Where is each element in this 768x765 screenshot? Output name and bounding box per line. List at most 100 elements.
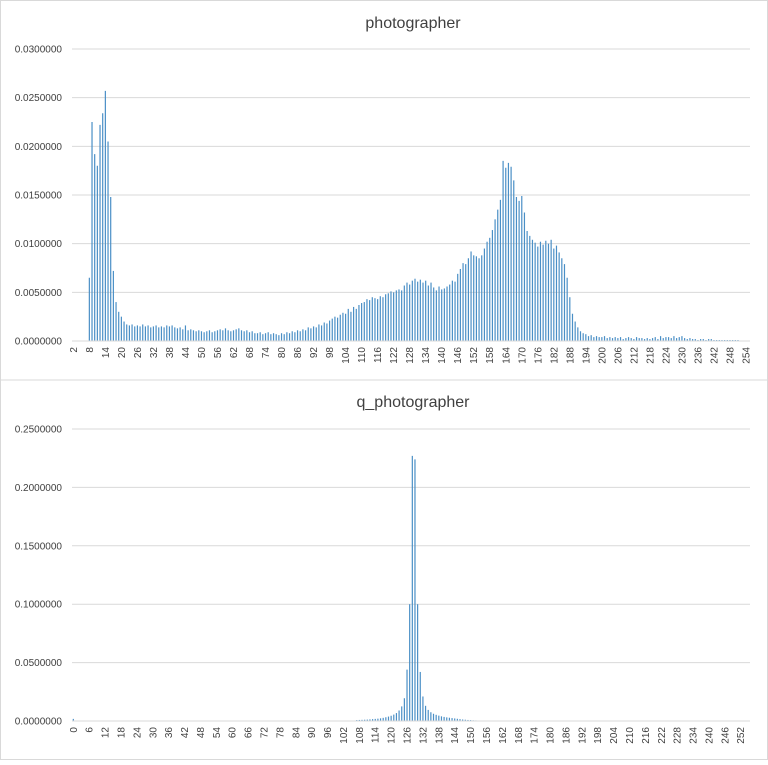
y-tick-label: 0.2500000 [15, 425, 63, 436]
x-tick-label: 96 [323, 727, 334, 739]
x-tick-label: 36 [164, 727, 175, 739]
y-tick-label: 0.0100000 [15, 239, 63, 250]
x-tick-label: 38 [165, 347, 176, 359]
x-tick-label: 14 [101, 347, 112, 359]
x-tick-label: 206 [613, 347, 624, 364]
x-tick-label: 138 [434, 727, 445, 744]
y-tick-label: 0.0000000 [15, 337, 63, 348]
x-tick-label: 252 [736, 727, 747, 744]
x-tick-label: 146 [453, 347, 464, 364]
x-tick-label: 6 [85, 727, 96, 733]
x-tick-label: 132 [418, 727, 429, 744]
x-tick-label: 104 [341, 347, 352, 364]
x-tick-label: 54 [212, 727, 223, 739]
y-tick-label: 0.0200000 [15, 142, 63, 153]
x-tick-label: 20 [117, 347, 128, 359]
x-tick-label: 84 [291, 727, 302, 739]
x-tick-label: 240 [704, 727, 715, 744]
x-tick-label: 224 [661, 347, 672, 364]
x-tick-label: 102 [339, 727, 350, 744]
x-tick-label: 48 [196, 727, 207, 739]
x-tick-label: 62 [229, 347, 240, 359]
x-tick-label: 86 [293, 347, 304, 359]
x-tick-label: 0 [69, 727, 80, 733]
x-tick-label: 156 [482, 727, 493, 744]
x-tick-label: 126 [403, 727, 414, 744]
x-tick-label: 254 [741, 347, 752, 364]
x-tick-label: 80 [277, 347, 288, 359]
y-tick-label: 0.2000000 [15, 483, 63, 494]
x-tick-label: 78 [275, 727, 286, 739]
x-tick-label: 168 [514, 727, 525, 744]
x-tick-label: 44 [181, 347, 192, 359]
x-tick-label: 50 [197, 347, 208, 359]
x-tick-label: 176 [533, 347, 544, 364]
x-tick-label: 90 [307, 727, 318, 739]
x-tick-label: 162 [498, 727, 509, 744]
x-tick-label: 174 [530, 727, 541, 744]
x-tick-label: 116 [373, 347, 384, 363]
x-tick-label: 234 [689, 727, 700, 744]
x-tick-label: 32 [149, 347, 160, 359]
x-tick-label: 194 [581, 347, 592, 364]
x-tick-label: 152 [469, 347, 480, 364]
x-tick-label: 182 [549, 347, 560, 364]
x-tick-label: 222 [657, 727, 668, 744]
x-tick-label: 200 [597, 347, 608, 364]
x-tick-label: 110 [357, 347, 368, 363]
x-tick-label: 8 [85, 347, 96, 353]
x-tick-label: 66 [244, 727, 255, 739]
x-tick-label: 60 [228, 727, 239, 739]
x-tick-label: 18 [116, 727, 127, 739]
x-tick-label: 242 [709, 347, 720, 364]
x-tick-label: 30 [148, 727, 159, 739]
x-tick-label: 140 [437, 347, 448, 364]
y-tick-label: 0.0050000 [15, 288, 63, 299]
x-tick-label: 180 [546, 727, 557, 744]
x-tick-label: 2 [69, 347, 80, 353]
x-tick-label: 150 [466, 727, 477, 744]
x-tick-label: 248 [725, 347, 736, 364]
x-tick-label: 212 [629, 347, 640, 364]
x-tick-label: 164 [501, 347, 512, 364]
y-tick-label: 0.1000000 [15, 600, 63, 611]
x-tick-label: 230 [677, 347, 688, 364]
x-tick-label: 24 [132, 727, 143, 739]
x-tick-label: 108 [355, 727, 366, 744]
x-tick-label: 188 [565, 347, 576, 364]
x-tick-label: 236 [693, 347, 704, 364]
x-tick-label: 204 [609, 727, 620, 744]
x-tick-label: 122 [389, 347, 400, 364]
x-tick-label: 56 [213, 347, 224, 359]
x-tick-label: 158 [485, 347, 496, 364]
y-tick-label: 0.0250000 [15, 93, 63, 104]
y-tick-label: 0.0300000 [15, 45, 63, 56]
x-tick-label: 72 [260, 727, 271, 739]
x-tick-label: 68 [245, 347, 256, 359]
x-tick-label: 144 [450, 727, 461, 744]
x-tick-label: 114 [371, 727, 382, 743]
x-tick-label: 128 [405, 347, 416, 364]
x-tick-label: 192 [577, 727, 588, 744]
chart-title: photographer [365, 15, 461, 32]
x-tick-label: 98 [325, 347, 336, 359]
x-tick-label: 26 [133, 347, 144, 359]
x-tick-label: 246 [720, 727, 731, 744]
y-tick-label: 0.0150000 [15, 191, 63, 202]
x-tick-label: 42 [180, 727, 191, 739]
x-tick-label: 198 [593, 727, 604, 744]
x-tick-label: 186 [561, 727, 572, 744]
y-tick-label: 0.0000000 [15, 717, 63, 728]
chart-title: q_photographer [357, 394, 471, 411]
x-tick-label: 218 [645, 347, 656, 364]
x-tick-label: 74 [261, 347, 272, 359]
x-tick-label: 170 [517, 347, 528, 364]
x-tick-label: 210 [625, 727, 636, 744]
x-tick-label: 12 [101, 727, 112, 739]
y-tick-label: 0.0500000 [15, 658, 63, 669]
x-tick-label: 120 [387, 727, 398, 744]
y-tick-label: 0.1500000 [15, 541, 63, 552]
x-tick-label: 216 [641, 727, 652, 744]
